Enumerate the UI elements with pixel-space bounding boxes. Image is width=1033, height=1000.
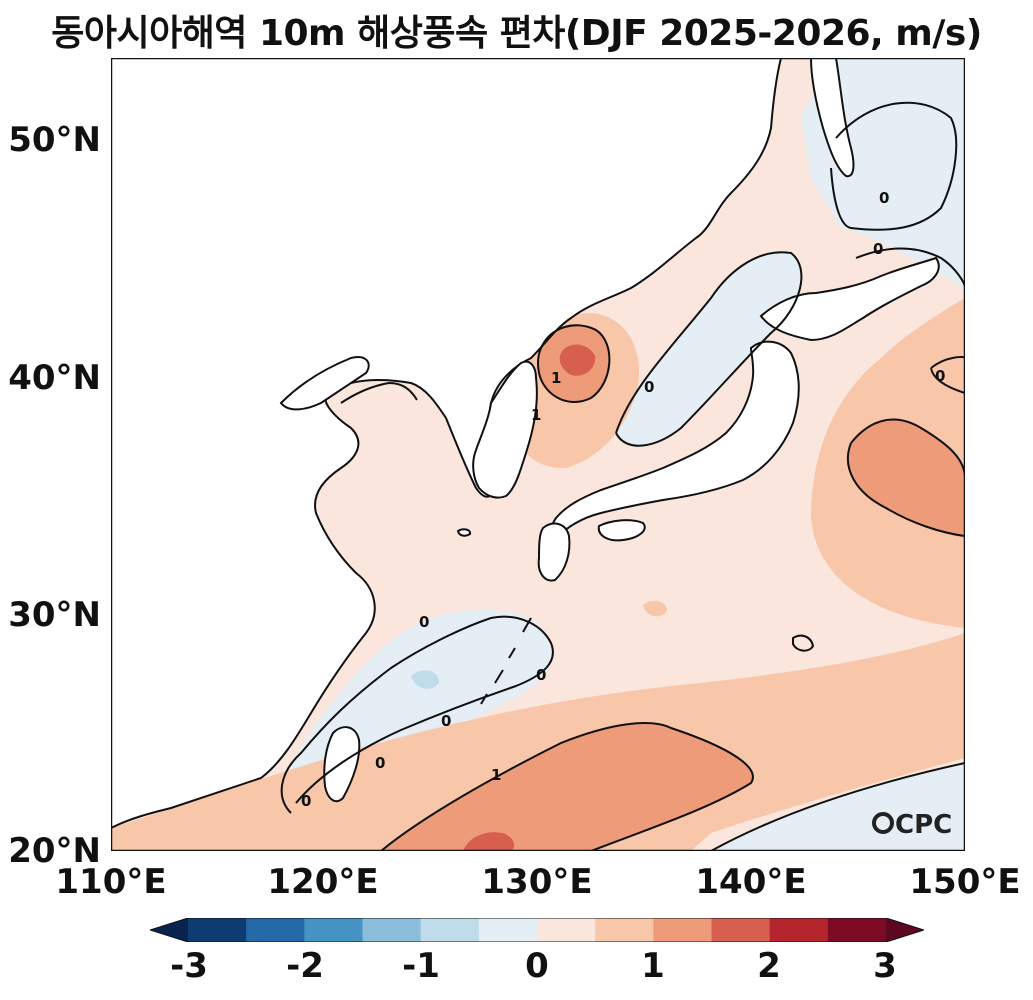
colorbar-segment — [537, 918, 596, 942]
colorbar-tick: 3 — [873, 946, 897, 986]
colorbar-tick: -3 — [170, 946, 208, 986]
contour-line-0-japan-sea — [615, 251, 803, 447]
contour-label: 0 — [536, 666, 546, 684]
colorbar-segment — [188, 918, 247, 942]
colorbar-tick: -1 — [402, 946, 440, 986]
contour-label: 0 — [873, 240, 883, 258]
colorbar-segment — [711, 918, 771, 942]
contour-line-0-hokkaido-east — [855, 247, 965, 289]
colorbar-tick: 0 — [525, 946, 549, 986]
contour-line-1-south — [380, 722, 754, 851]
land-taiwan — [323, 726, 361, 803]
land-korea — [472, 360, 538, 499]
anomaly-field-1.5-2-south — [463, 832, 515, 851]
map-title: 동아시아해역 10m 해상풍속 편차(DJF 2025-2026, m/s) — [51, 13, 982, 54]
contour-line-1-east — [846, 418, 965, 537]
land-asia-mainland — [111, 58, 783, 851]
contour-label: 1 — [531, 406, 541, 424]
land-bohai — [279, 356, 370, 411]
anomaly-field-negative-japan-sea — [616, 252, 802, 446]
contour-line-0-southeast — [710, 762, 965, 851]
contour-label: 0 — [935, 367, 945, 385]
anomaly-field-0.5-1-south — [111, 633, 965, 851]
lon-label-150e: 150°E — [909, 862, 1021, 902]
land-shikoku — [597, 519, 646, 542]
wind-anomaly-map: 0 0 0 0 0 0 0 0 0 1 1 1 CPC — [111, 58, 965, 851]
contour-label: 0 — [879, 189, 889, 207]
map-frame — [111, 58, 965, 851]
colorbar-segment — [362, 918, 422, 942]
contour-label: 0 — [375, 754, 385, 772]
anomaly-field-negative-southeast — [711, 763, 965, 851]
colorbar-segment — [304, 918, 363, 942]
lat-label-20n: 20°N — [8, 831, 101, 871]
colorbar-segment — [246, 918, 305, 942]
land-hokkaido — [759, 256, 940, 342]
lon-label-110e: 110°E — [55, 862, 167, 902]
contour-label: 0 — [644, 378, 654, 396]
colorbar-tick: 2 — [757, 946, 781, 986]
colorbar-extend-high — [886, 918, 924, 942]
colorbar-segment — [478, 918, 538, 942]
lat-label-40n: 40°N — [8, 358, 101, 398]
anomaly-field-1.5-2-korea — [559, 344, 596, 376]
logo-mark-icon — [872, 812, 894, 834]
land-shandong — [340, 381, 418, 404]
contour-label: 1 — [491, 766, 501, 784]
lat-label-50n: 50°N — [8, 120, 101, 160]
contour-label: 1 — [551, 369, 561, 387]
land-kyushu — [537, 522, 571, 582]
colorbar — [150, 918, 924, 942]
colorbar-segment — [769, 918, 829, 942]
contour-line-0-northeast — [830, 101, 958, 231]
anomaly-field-negative-ecs-core — [411, 670, 439, 689]
colorbar-tick: 1 — [641, 946, 665, 986]
colorbar-segment — [827, 918, 887, 942]
land-ryukyu — [480, 617, 532, 705]
contour-label: 0 — [441, 712, 451, 730]
contour-label: 0 — [419, 613, 429, 631]
colorbar-extend-low — [150, 918, 188, 942]
land-sakhalin — [809, 58, 855, 178]
contour-labels: 0 0 0 0 0 0 0 0 0 1 1 1 — [301, 189, 945, 810]
logo-text: CPC — [895, 810, 952, 840]
lon-label-120e: 120°E — [267, 862, 379, 902]
cpc-logo: CPC — [872, 810, 952, 840]
contour-line-1-korea — [536, 324, 611, 403]
colorbar-segment — [595, 918, 654, 942]
contour-line-0-ecs — [280, 615, 554, 814]
contour-label: 0 — [301, 792, 311, 810]
lat-label-30n: 30°N — [8, 595, 101, 635]
contour-line-0-small-east — [792, 634, 815, 652]
lon-label-130e: 130°E — [481, 862, 593, 902]
anomaly-field-1-1.5-south — [381, 723, 753, 851]
colorbar-segment — [420, 918, 480, 942]
land-jeju — [456, 528, 472, 537]
colorbar-tick: -2 — [286, 946, 324, 986]
anomaly-field-1-1.5-east — [847, 419, 965, 538]
anomaly-field-0.5-1-small — [643, 600, 667, 617]
colorbar-segment — [653, 918, 712, 942]
lon-label-140e: 140°E — [695, 862, 807, 902]
